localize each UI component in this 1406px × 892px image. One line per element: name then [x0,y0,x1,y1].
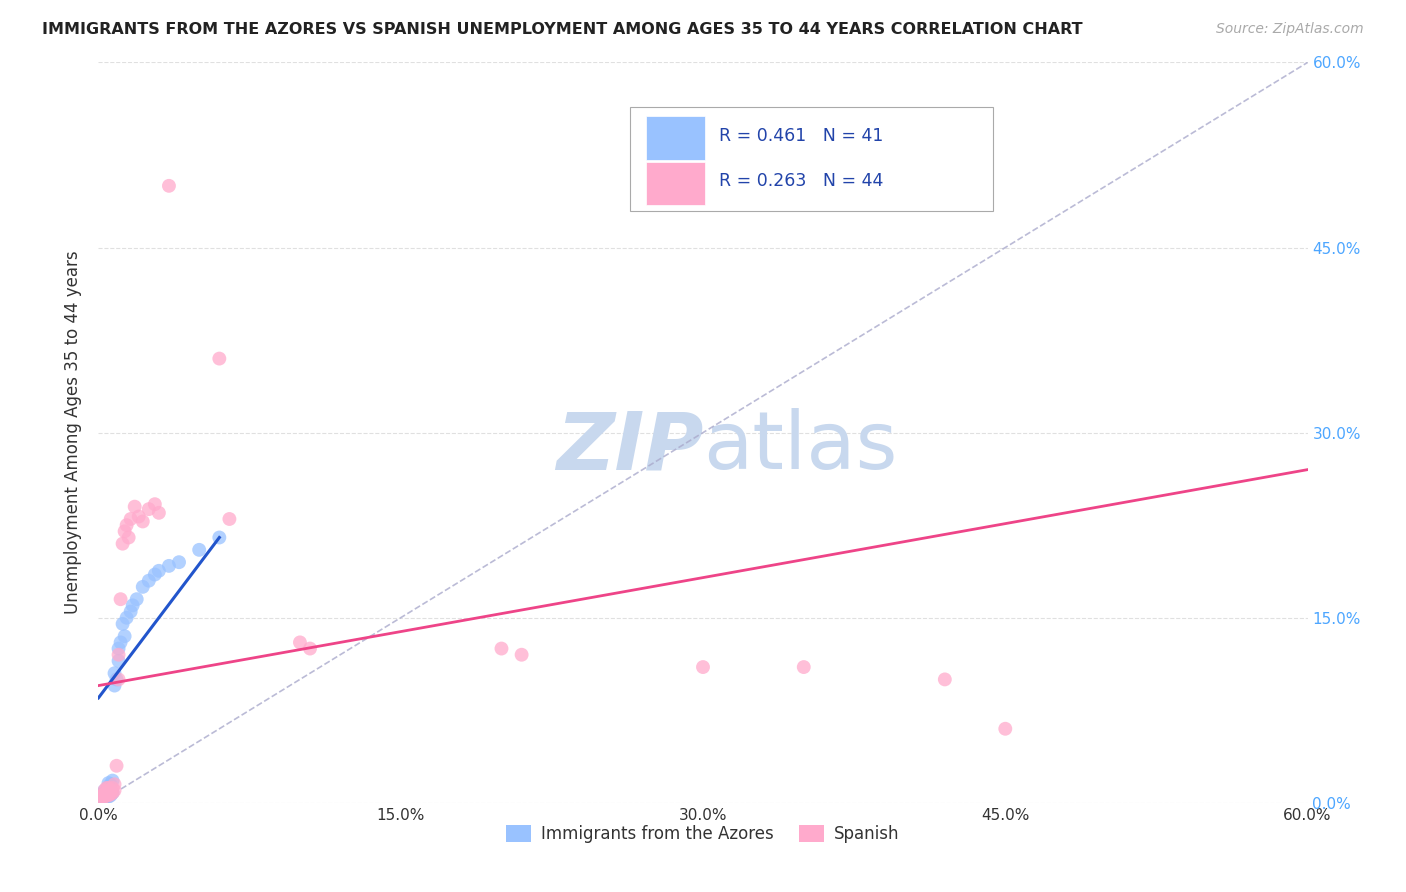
Point [93,790,115,805]
Point [107,673,129,687]
Point [138,574,160,588]
Text: R = 0.461   N = 41: R = 0.461 N = 41 [718,127,883,145]
Point [111,536,134,550]
Point [97,783,120,797]
Text: Source: ZipAtlas.com: Source: ZipAtlas.com [1216,22,1364,37]
Point [692,660,714,674]
Point [89,789,111,803]
Point [510,648,533,662]
Point [114,629,136,643]
Point [138,502,160,516]
Point [103,666,125,681]
Point [143,567,166,582]
Point [97,787,120,801]
Point [100,787,122,801]
Point [132,580,155,594]
Point [101,786,124,800]
Point [100,789,122,803]
FancyBboxPatch shape [647,161,706,205]
Legend: Immigrants from the Azores, Spanish: Immigrants from the Azores, Spanish [499,819,907,850]
Point [96,780,118,795]
Point [288,635,311,649]
Point [91,790,114,805]
Point [121,599,143,613]
Point [103,679,125,693]
Point [97,789,120,803]
Point [97,780,120,794]
Point [93,783,115,797]
Point [120,512,142,526]
Point [107,648,129,662]
Text: R = 0.263   N = 44: R = 0.263 N = 44 [718,172,883,191]
Point [115,610,138,624]
Point [91,789,114,803]
Point [188,542,211,557]
Point [793,660,815,674]
Point [218,512,240,526]
Point [101,780,124,795]
Text: ZIP: ZIP [555,409,703,486]
Point [97,786,120,800]
Point [89,789,111,804]
FancyBboxPatch shape [647,116,706,160]
Text: atlas: atlas [703,409,897,486]
Point [118,531,141,545]
Point [120,605,142,619]
Point [157,558,180,573]
Point [91,789,114,804]
Point [208,351,231,366]
Point [107,641,129,656]
Point [143,497,166,511]
Text: IMMIGRANTS FROM THE AZORES VS SPANISH UNEMPLOYMENT AMONG AGES 35 TO 44 YEARS COR: IMMIGRANTS FROM THE AZORES VS SPANISH UN… [42,22,1083,37]
Point [148,506,170,520]
Point [93,786,115,800]
Point [93,789,115,804]
Point [100,777,122,791]
Point [157,178,180,193]
Point [97,776,120,790]
Point [107,654,129,668]
Point [96,786,118,800]
Point [124,500,146,514]
Point [101,773,124,788]
Point [110,635,132,649]
Y-axis label: Unemployment Among Ages 35 to 44 years: Unemployment Among Ages 35 to 44 years [65,251,83,615]
Point [128,509,150,524]
Point [105,758,128,772]
Point [93,789,115,803]
Point [148,564,170,578]
Point [110,592,132,607]
Point [96,786,118,800]
Point [491,641,513,656]
Point [96,789,118,803]
Point [91,787,114,801]
Point [96,789,118,803]
Point [93,787,115,801]
Point [934,673,956,687]
Point [101,786,124,800]
Point [111,616,134,631]
Point [103,783,125,797]
Point [114,524,136,539]
Point [93,783,115,797]
Point [103,777,125,791]
Point [96,783,118,797]
Point [994,722,1017,736]
Point [100,783,122,797]
Point [125,592,148,607]
Point [167,555,190,569]
Point [299,641,322,656]
Point [132,515,155,529]
Point [97,789,120,804]
Point [96,789,118,804]
Point [97,780,120,795]
Point [100,783,122,797]
Point [208,531,231,545]
Point [115,518,138,533]
Point [105,673,128,687]
FancyBboxPatch shape [630,107,993,211]
